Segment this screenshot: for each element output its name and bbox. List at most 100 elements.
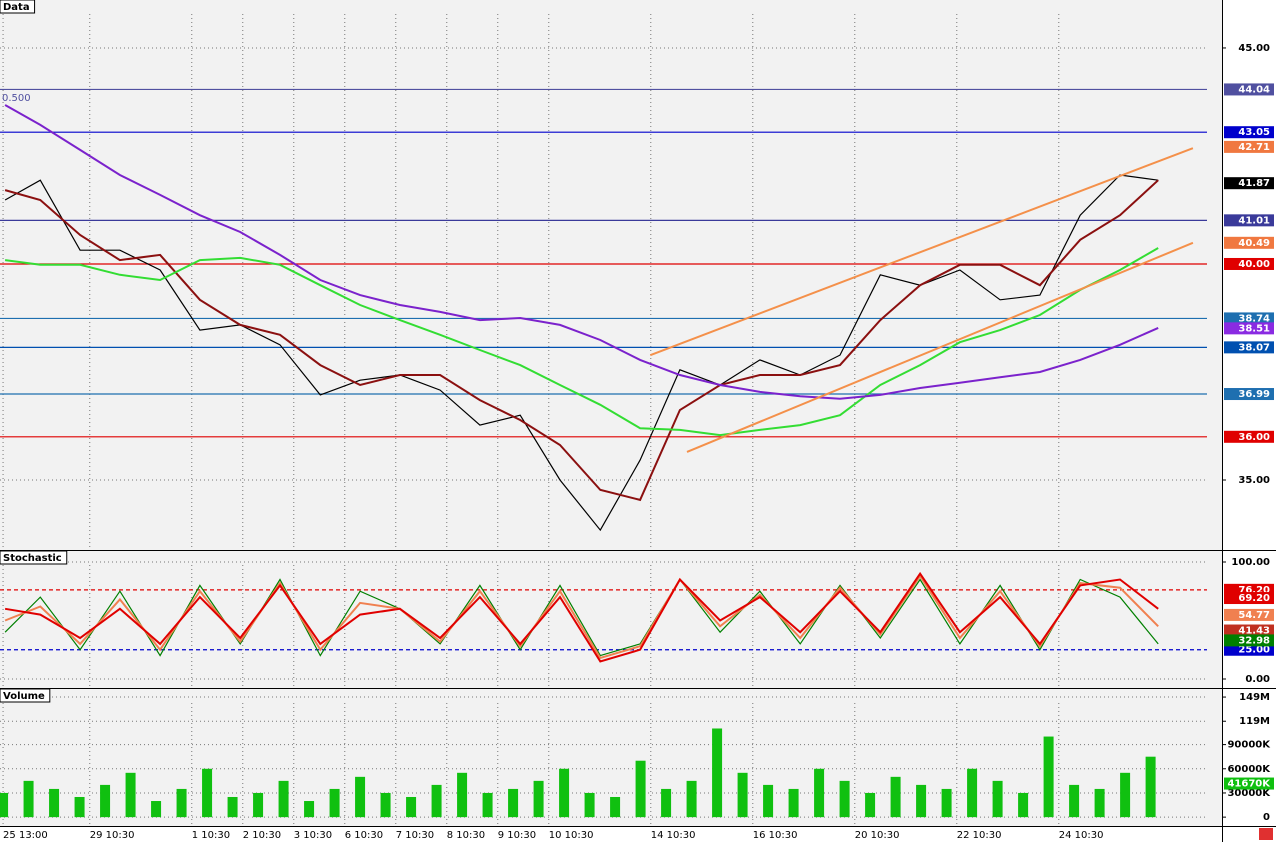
volume-bar	[584, 792, 595, 818]
x-tick-label: 16 10:30	[753, 830, 798, 841]
price-tag-label: 41670K	[1227, 779, 1271, 790]
volume-bar	[508, 788, 519, 818]
volume-bar	[559, 768, 570, 818]
volume-bar	[1120, 772, 1131, 818]
corner-button[interactable]	[1259, 828, 1273, 840]
volume-bar	[482, 792, 493, 818]
y-tick-label: 90000K	[1227, 740, 1271, 751]
price-tag	[1224, 634, 1274, 647]
volume-bar	[329, 788, 340, 818]
price-tag	[1224, 312, 1274, 325]
price-tag-label: 76.20	[1238, 585, 1270, 596]
price-tag-label: 43.05	[1238, 127, 1270, 138]
price-tag	[1224, 236, 1274, 249]
x-tick-label: 1 10:30	[192, 830, 230, 841]
price-tag	[1224, 257, 1274, 270]
volume-bar	[839, 780, 850, 818]
y-tick-label: 149M	[1239, 692, 1270, 703]
price-tag	[1224, 341, 1274, 354]
volume-bar	[253, 792, 264, 818]
volume-bar	[431, 784, 442, 818]
price-tag-label: 41.87	[1238, 178, 1270, 189]
price-tag	[1224, 592, 1274, 605]
volume-bar	[1018, 792, 1029, 818]
volume-bar	[1145, 756, 1156, 818]
price-tag	[1224, 388, 1274, 401]
y-tick-label: 0.00	[1245, 674, 1270, 685]
price-tag-label: 40.00	[1238, 259, 1270, 270]
volume-bar	[0, 792, 9, 818]
volume-bar	[967, 768, 978, 818]
x-tick-label: 25 13:00	[3, 830, 48, 841]
series-line	[4, 571, 1159, 663]
panel-title-box	[0, 550, 68, 565]
y-tick-label: 0	[1263, 812, 1270, 823]
panel-title-box	[0, 688, 51, 703]
panel-title: Stochastic	[3, 553, 62, 564]
x-tick-label: 9 10:30	[498, 830, 536, 841]
panel-title: Volume	[3, 691, 45, 702]
volume-bar	[380, 792, 391, 818]
volume-bar	[406, 796, 417, 818]
price-tag	[1224, 140, 1274, 153]
y-tick-label: 100.00	[1231, 557, 1270, 568]
price-tag	[1224, 777, 1274, 790]
volume-bar	[661, 788, 672, 818]
x-tick-label: 10 10:30	[549, 830, 594, 841]
volume-bar	[1069, 784, 1080, 818]
x-tick-label: 20 10:30	[855, 830, 900, 841]
price-tag-label: 36.99	[1238, 389, 1270, 400]
x-tick-label: 24 10:30	[1059, 830, 1104, 841]
price-tag-label: 54.77	[1238, 610, 1270, 621]
series-line	[4, 578, 1159, 657]
volume-bar	[227, 796, 238, 818]
series-line	[4, 104, 1159, 400]
trend-line	[649, 147, 1194, 357]
x-tick-label: 29 10:30	[90, 830, 135, 841]
volume-bar	[763, 784, 774, 818]
x-tick-label: 6 10:30	[345, 830, 383, 841]
volume-bar	[916, 784, 927, 818]
plot-area	[0, 0, 1222, 826]
price-tag	[1224, 126, 1274, 139]
volume-bar	[1043, 736, 1054, 818]
volume-bar	[992, 780, 1003, 818]
volume-bar	[610, 796, 621, 818]
price-tag	[1224, 214, 1274, 227]
y-tick-label: 119M	[1239, 716, 1270, 727]
price-tag	[1224, 608, 1274, 621]
panel-title: Data	[3, 2, 30, 13]
volume-bar	[176, 788, 187, 818]
panel-title-box	[0, 0, 36, 14]
price-tag-label: 36.00	[1238, 432, 1270, 443]
price-tag	[1224, 643, 1274, 656]
price-tag-label: 38.51	[1238, 323, 1270, 334]
x-tick-label: 22 10:30	[957, 830, 1002, 841]
price-tag-label: 40.49	[1238, 238, 1270, 249]
price-tag-label: 41.01	[1238, 215, 1270, 226]
volume-bar	[635, 760, 646, 818]
y-tick-label: 30000K	[1227, 788, 1271, 799]
volume-bar	[788, 788, 799, 818]
series-line	[4, 574, 1159, 660]
series-line	[4, 179, 1159, 502]
volume-bar	[686, 780, 697, 818]
price-tag-label: 69.20	[1238, 593, 1270, 604]
volume-bar	[1094, 788, 1105, 818]
x-tick-label: 14 10:30	[651, 830, 696, 841]
volume-bar	[865, 792, 876, 818]
x-tick-label: 7 10:30	[396, 830, 434, 841]
trend-line	[686, 241, 1194, 453]
series-line	[4, 174, 1159, 532]
volume-bar	[151, 801, 162, 818]
volume-bar	[890, 776, 901, 818]
volume-bar	[457, 772, 468, 818]
series-line	[4, 247, 1159, 437]
volume-bar	[125, 772, 136, 818]
price-tag	[1224, 624, 1274, 637]
price-tag-label: 41.43	[1238, 626, 1270, 637]
price-tag-label: 32.98	[1238, 635, 1270, 646]
volume-bar	[304, 801, 315, 818]
volume-bar	[278, 780, 289, 818]
